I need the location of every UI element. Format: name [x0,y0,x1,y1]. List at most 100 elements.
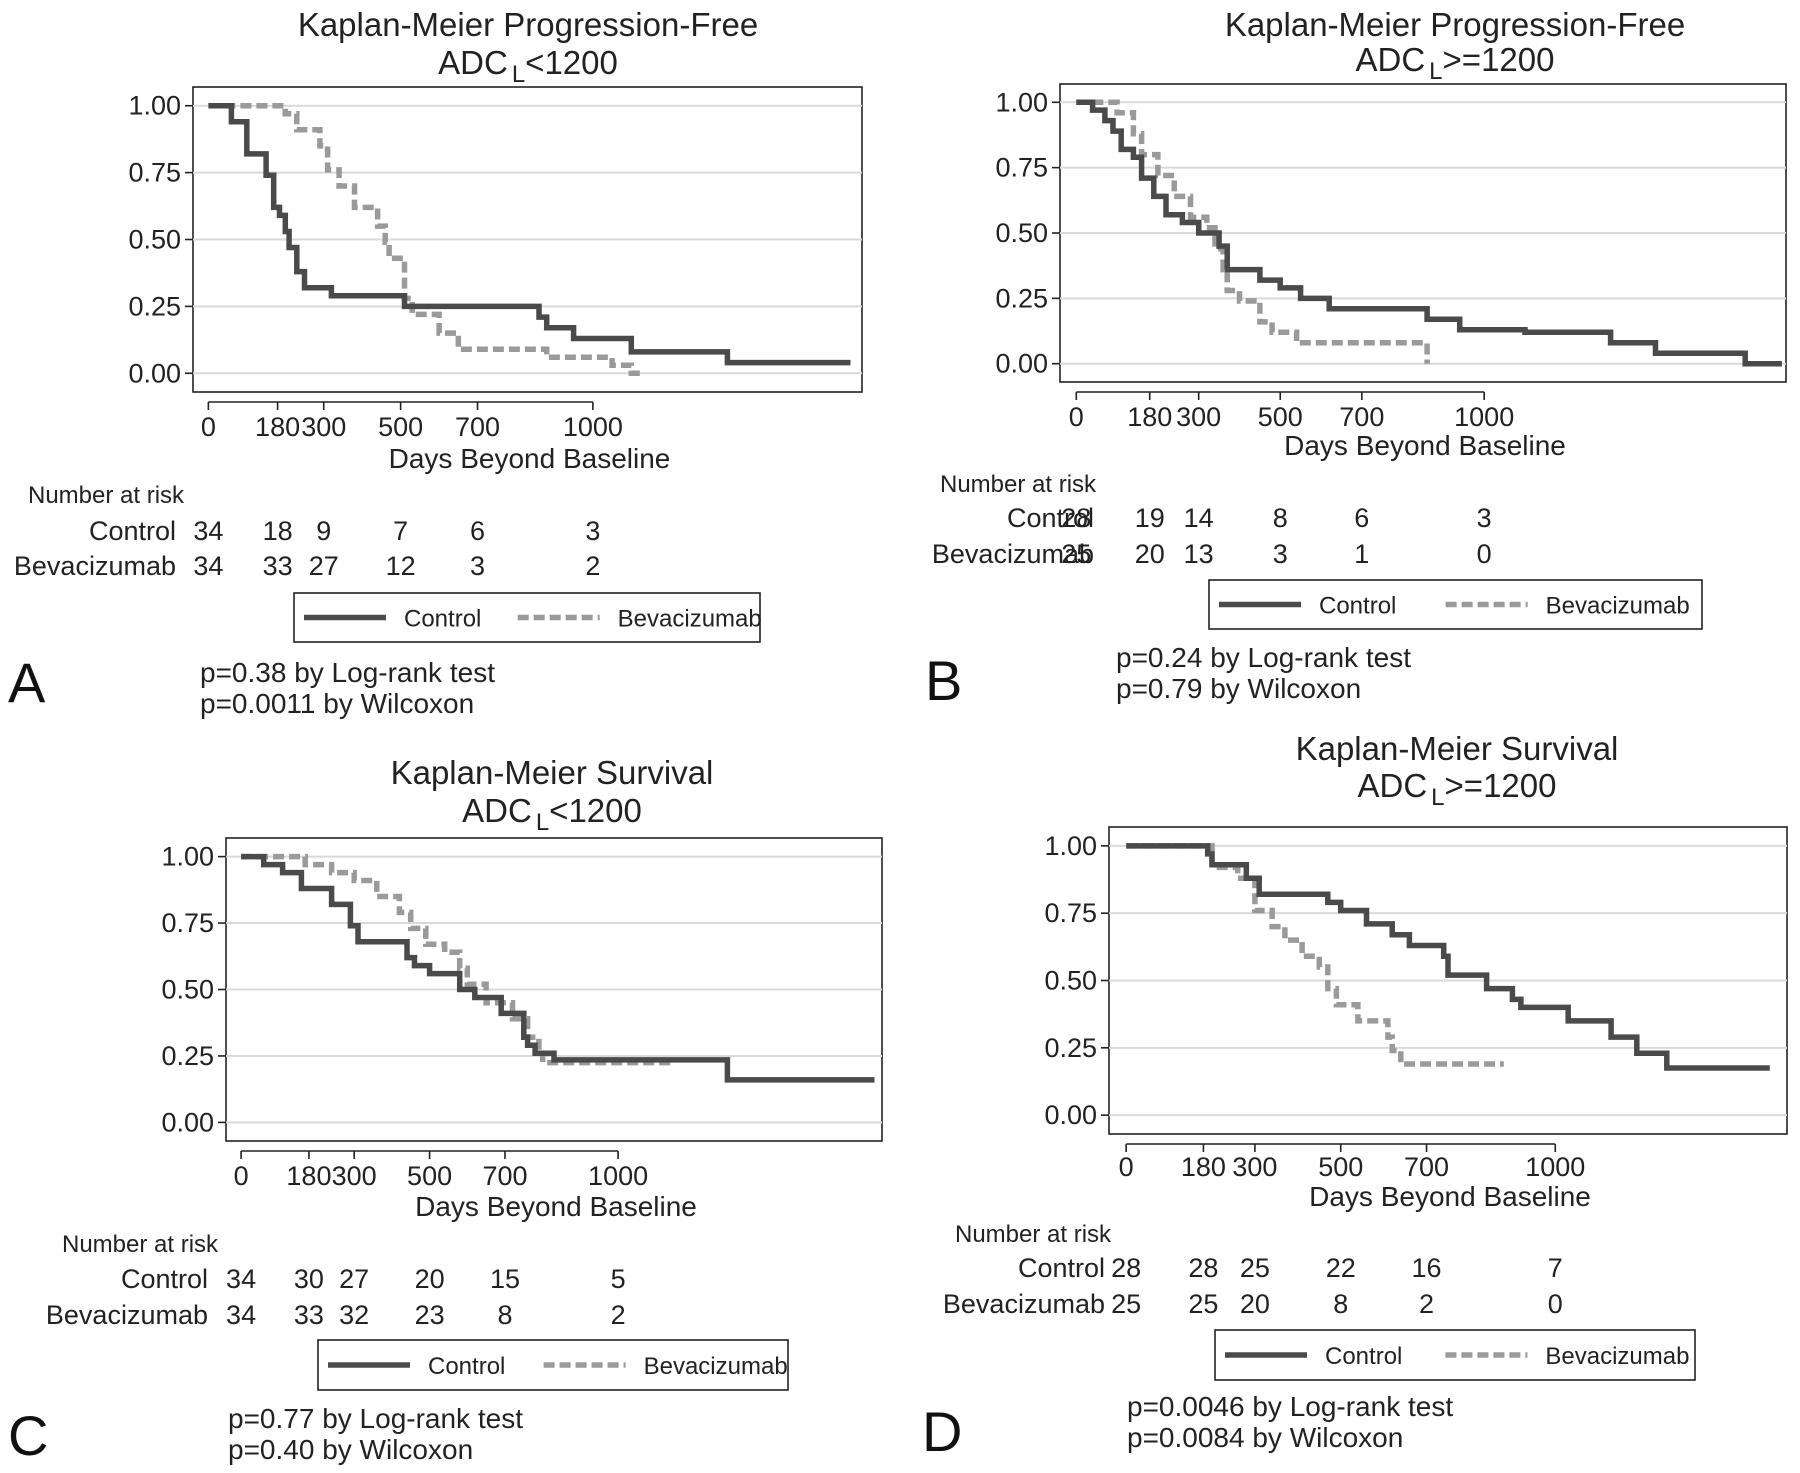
y-tick-label: 1.00 [128,91,181,121]
bevacizumab-curve [241,853,675,1066]
x-tick-label: 180 [1127,402,1172,432]
x-tick-label: 300 [301,412,346,442]
chart-title: Kaplan-Meier Survival [391,754,714,791]
risk-row-label: Bevacizumab [932,539,1094,569]
risk-value: 34 [226,1264,256,1294]
risk-value: 3 [1273,539,1288,569]
p-value-text: p=0.0011 by Wilcoxon [200,688,474,719]
x-tick-label: 0 [201,412,216,442]
risk-value: 20 [415,1264,445,1294]
legend: Control Bevacizumab [1208,579,1703,630]
y-tick-label: 0.00 [995,349,1048,379]
x-tick-label: 0 [1069,402,1084,432]
risk-value: 25 [1061,539,1091,569]
risk-value: 27 [339,1264,369,1294]
risk-row-label: Bevacizumab [46,1300,208,1330]
y-tick-label: 1.00 [1044,831,1097,861]
x-tick-label: 700 [455,412,500,442]
x-tick-label: 0 [1119,1152,1134,1182]
x-tick-label: 500 [407,1161,452,1191]
number-at-risk-header: Number at risk [940,471,1097,498]
risk-value: 8 [1273,503,1288,533]
control-curve [1076,99,1782,367]
y-tick-label: 0.25 [995,283,1048,313]
x-axis-title: Days Beyond Baseline [1284,430,1566,461]
risk-value: 19 [1135,503,1165,533]
x-tick-label: 700 [1339,402,1384,432]
p-value-text: p=0.79 by Wilcoxon [1116,673,1361,704]
control-curve [1126,843,1770,1071]
risk-row-label: Control [89,516,176,546]
y-tick-label: 0.25 [161,1041,214,1071]
risk-value: 27 [309,551,339,581]
x-axis-title: Days Beyond Baseline [1309,1181,1591,1212]
p-value-text: p=0.0046 by Log-rank test [1127,1391,1453,1422]
x-tick-label: 300 [1232,1152,1277,1182]
chart-subtitle: ADC L<1200 [462,792,642,836]
p-value-text: p=0.24 by Log-rank test [1116,642,1411,673]
risk-value: 22 [1326,1253,1356,1283]
risk-value: 25 [1188,1289,1218,1319]
risk-value: 8 [1333,1289,1348,1319]
x-tick-label: 1000 [1525,1152,1585,1182]
chart-subtitle: ADC L<1200 [438,44,618,88]
x-tick-label: 180 [1181,1152,1226,1182]
control-curve [241,853,875,1083]
risk-row-label: Control [1018,1253,1105,1283]
risk-value: 3 [1477,503,1492,533]
y-tick-label: 0.75 [161,908,214,938]
y-tick-label: 0.50 [995,218,1048,248]
risk-value: 34 [226,1300,256,1330]
x-tick-label: 180 [286,1161,331,1191]
risk-value: 28 [1111,1253,1141,1283]
x-tick-label: 1000 [588,1161,648,1191]
risk-value: 6 [470,516,485,546]
x-tick-label: 500 [1258,402,1303,432]
chart-title: Kaplan-Meier Survival [1296,730,1619,767]
y-tick-label: 0.50 [161,975,214,1005]
x-tick-label: 180 [255,412,300,442]
risk-value: 0 [1477,539,1492,569]
risk-value: 3 [470,551,485,581]
y-tick-label: 0.50 [128,225,181,255]
risk-value: 20 [1135,539,1165,569]
risk-value: 7 [1548,1253,1563,1283]
risk-value: 28 [1188,1253,1218,1283]
risk-value: 18 [263,516,293,546]
subtitle-prefix: ADC [462,792,532,829]
chart-title: Kaplan-Meier Progression-Free [298,6,758,43]
risk-value: 12 [386,551,416,581]
risk-value: 33 [294,1300,324,1330]
panel-letter: A [8,651,46,714]
legend-control-label: Control [428,1353,505,1380]
risk-row-label: Bevacizumab [943,1289,1105,1319]
panel-letter: B [925,649,962,712]
risk-value: 1 [1354,539,1369,569]
risk-value: 6 [1354,503,1369,533]
risk-value: 20 [1240,1289,1270,1319]
risk-value: 5 [611,1264,626,1294]
legend-bevacizumab-label: Bevacizumab [1545,1343,1689,1370]
legend-control-label: Control [404,606,481,633]
x-tick-label: 500 [378,412,423,442]
risk-value: 30 [294,1264,324,1294]
number-at-risk-header: Number at risk [28,482,185,509]
subtitle-subscript: L [1431,784,1444,811]
legend: Control Bevacizumab [293,592,762,643]
y-tick-label: 1.00 [161,842,214,872]
risk-value: 8 [497,1300,512,1330]
bevacizumab-curve [208,102,643,377]
risk-value: 7 [393,516,408,546]
panel-letter: C [8,1404,48,1467]
risk-value: 16 [1412,1253,1442,1283]
y-tick-label: 0.75 [128,158,181,188]
x-tick-label: 1000 [1454,402,1514,432]
legend-bevacizumab-label: Bevacizumab [1546,593,1690,620]
y-tick-label: 0.75 [995,153,1048,183]
legend-control-label: Control [1325,1343,1402,1370]
risk-value: 34 [193,551,223,581]
subtitle-subscript: L [536,809,549,836]
x-tick-label: 700 [482,1161,527,1191]
subtitle-subscript: L [1429,58,1442,85]
